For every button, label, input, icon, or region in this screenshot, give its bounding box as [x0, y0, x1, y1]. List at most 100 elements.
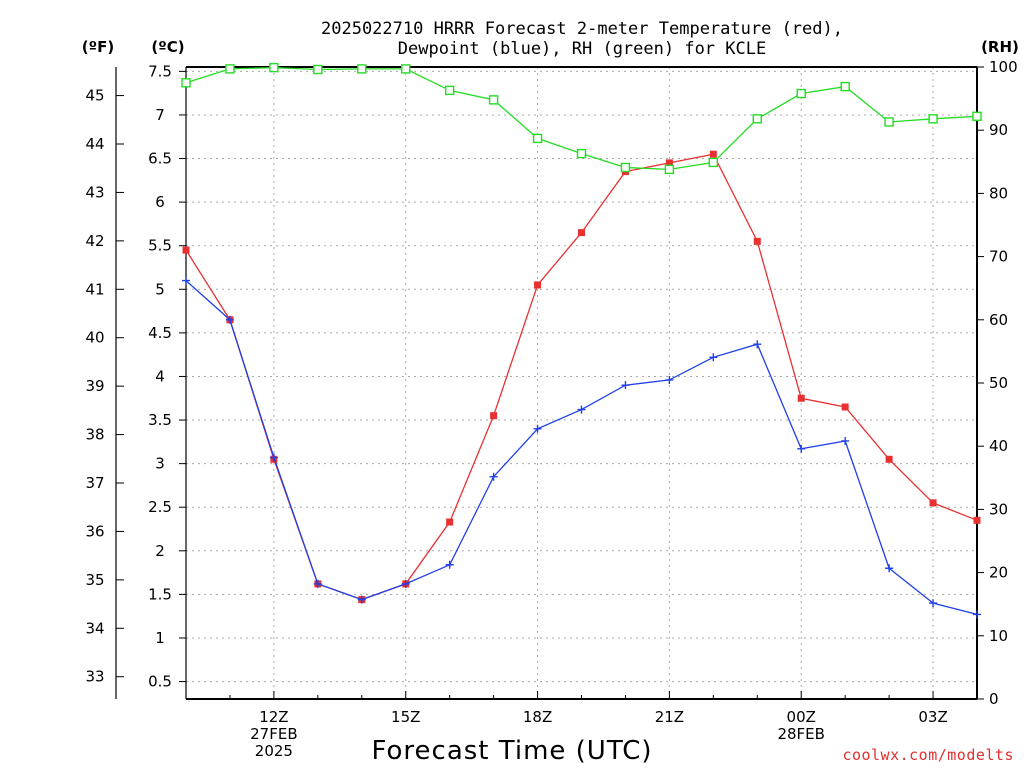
rh-point	[752, 114, 762, 124]
dewpoint-point	[753, 340, 762, 349]
celsius-tick-label: 0.5	[148, 673, 172, 691]
fahrenheit-tick-label: 37	[85, 474, 104, 492]
fahrenheit-tick-label: 44	[85, 135, 104, 153]
fahrenheit-tick-label: 33	[85, 668, 104, 686]
celsius-tick-label: 1.5	[148, 585, 172, 603]
celsius-tick-label: 7.5	[148, 62, 172, 80]
rh-tick-label: 30	[989, 500, 1008, 518]
temperature-point	[446, 518, 454, 526]
rh-point	[225, 64, 235, 74]
temperature-point	[182, 246, 190, 254]
fahrenheit-tick-label: 42	[85, 232, 104, 250]
x-tick-label: 18Z	[523, 708, 552, 726]
rh-tick-label: 60	[989, 311, 1008, 329]
rh-point	[884, 117, 894, 127]
celsius-tick-label: 2	[155, 542, 165, 560]
rh-point	[972, 111, 982, 121]
temperature-point	[973, 516, 981, 524]
x-tick-label: 03Z	[918, 708, 947, 726]
temperature-point	[578, 229, 585, 237]
rh-point	[840, 81, 850, 92]
fahrenheit-unit-label: (ºF)	[82, 38, 114, 56]
dewpoint-point	[841, 436, 850, 445]
celsius-tick-label: 6	[155, 193, 165, 211]
temperature-point	[753, 237, 761, 245]
dewpoint-point	[269, 453, 278, 462]
x-tick-label: 2025	[255, 742, 293, 760]
dewpoint-point	[225, 315, 234, 324]
dewpoint-point	[357, 595, 366, 604]
chart-title-line-2: Dewpoint (blue), RH (green) for KCLE	[398, 39, 766, 59]
chart-title-line-1: 2025022710 HRRR Forecast 2-meter Tempera…	[321, 19, 843, 39]
fahrenheit-tick-label: 38	[85, 426, 104, 444]
temperature-point	[490, 412, 498, 420]
dewpoint-point	[621, 381, 630, 390]
dewpoint-point	[929, 599, 938, 608]
rh-point	[313, 64, 323, 75]
x-tick-label: 21Z	[655, 708, 684, 726]
axes	[115, 66, 984, 700]
data-series	[181, 62, 982, 619]
dewpoint-point	[533, 424, 542, 433]
rh-tick-label: 50	[989, 374, 1008, 392]
dewpoint-point	[182, 276, 190, 285]
rh-tick-label: 20	[989, 564, 1008, 582]
rh-tick-label: 80	[989, 184, 1008, 202]
dewpoint-point	[797, 444, 806, 453]
temperature-point	[797, 394, 805, 402]
rh-point	[708, 157, 719, 168]
celsius-tick-label: 5.5	[148, 237, 172, 255]
credit-watermark: coolwx.com/modelts	[842, 746, 1014, 764]
rh-tick-label: 10	[989, 627, 1008, 645]
celsius-tick-label: 7	[155, 106, 165, 124]
rh-point	[576, 148, 587, 159]
x-tick-label: 00Z	[787, 708, 816, 726]
dewpoint-point	[885, 564, 894, 573]
fahrenheit-tick-label: 40	[85, 329, 104, 347]
celsius-tick-label: 5	[155, 280, 165, 298]
rh-point	[664, 164, 675, 175]
dewpoint-point	[489, 472, 498, 481]
temperature-point	[534, 281, 542, 289]
rh-point	[488, 95, 499, 105]
tick-labels: 0.5 1 1.5 2 2.5 3 3.5 4 4.5 5 5.5 6 6.5 7 7.5 33 34 35 36 3…	[85, 58, 1017, 760]
dewpoint-point	[577, 405, 586, 414]
celsius-tick-label: 6.5	[148, 150, 172, 168]
x-tick-label: 15Z	[391, 708, 420, 726]
rh-point	[401, 64, 411, 74]
fahrenheit-tick-label: 34	[85, 619, 104, 637]
rh-point	[796, 88, 806, 99]
rh-tick-label: 40	[989, 437, 1008, 455]
rh-tick-label: 0	[989, 690, 999, 708]
x-tick-label: 27FEB	[250, 725, 297, 743]
rh-point	[269, 62, 279, 73]
dewpoint-point	[665, 375, 674, 384]
temperature-point	[885, 455, 893, 463]
fahrenheit-tick-label: 36	[85, 522, 104, 540]
rh-point	[532, 133, 543, 144]
dewpoint-point	[445, 560, 454, 569]
rh-tick-label: 70	[989, 248, 1008, 266]
dewpoint-point	[401, 579, 410, 588]
dewpoint-line	[185, 280, 978, 616]
grid-lines	[186, 67, 977, 699]
temperature-point	[709, 150, 717, 158]
temperature-point	[665, 159, 673, 167]
celsius-tick-label: 3	[155, 455, 165, 473]
celsius-unit-label: (ºC)	[151, 38, 184, 56]
x-tick-label: 28FEB	[777, 725, 824, 743]
temperature-point	[841, 403, 849, 411]
x-tick-label: 12Z	[259, 708, 288, 726]
rh-point	[181, 78, 191, 88]
celsius-tick-label: 1	[155, 629, 165, 647]
celsius-tick-label: 4.5	[148, 324, 172, 342]
fahrenheit-tick-label: 41	[85, 280, 104, 298]
fahrenheit-tick-label: 43	[85, 183, 104, 201]
fahrenheit-tick-label: 35	[85, 571, 104, 589]
rh-point	[444, 85, 455, 96]
celsius-tick-label: 4	[155, 367, 165, 385]
fahrenheit-tick-label: 45	[85, 87, 104, 105]
dewpoint-point	[973, 610, 981, 619]
rh-unit-label: (RH)	[981, 38, 1019, 56]
